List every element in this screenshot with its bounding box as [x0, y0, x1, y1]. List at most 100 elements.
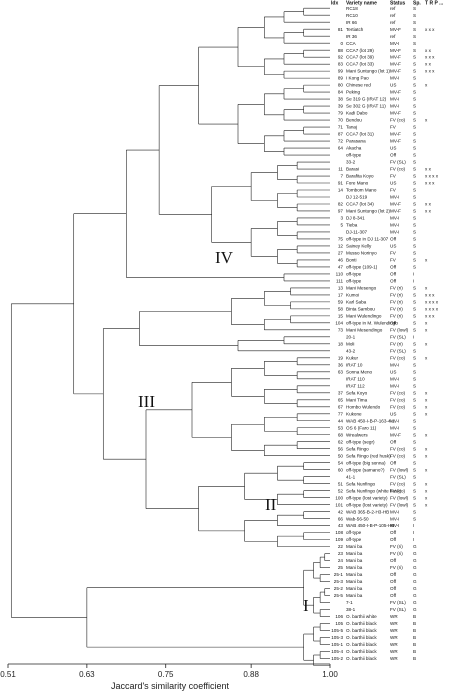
header-status: Status [390, 1, 406, 7]
row-species: S [413, 292, 416, 297]
table-row: 22 Mani ba FV (ri) G [338, 544, 417, 549]
row-species: G [413, 600, 417, 605]
row-status: US [390, 244, 396, 249]
row-status: FV (ri) [390, 306, 403, 311]
row-index: 38 [338, 97, 344, 102]
row-index: 5 [340, 223, 343, 228]
row-species: S [413, 502, 416, 507]
row-species: S [413, 299, 416, 304]
row-index: 11 [338, 167, 343, 172]
row-index: 25-1 [334, 572, 344, 577]
row-index: 25-3 [334, 579, 344, 584]
table-row: DJ-11-307 MV-I S [346, 230, 416, 235]
row-status: US [390, 181, 396, 186]
row-index: 105 [335, 621, 343, 626]
row-variety-name: O. barthii black [346, 649, 377, 654]
row-status: FV (co) [390, 488, 406, 493]
row-species: B [413, 642, 416, 647]
header-species: Sp. [413, 1, 421, 7]
table-row: 66 Wab-56-50 MV-I S [338, 516, 416, 521]
table-row: 105 O. barthii black WR B [335, 621, 416, 626]
table-row: 38 Se 319 G (IRAT 12) MV-I S [338, 97, 416, 102]
table-row: 105-4 O. barthii black WR B [331, 649, 416, 654]
row-index: 17 [338, 292, 344, 297]
row-marks: x x [425, 62, 432, 67]
row-variety-name: off-type (big sonna) [346, 460, 386, 465]
table-row: 110 off-type Off I [336, 272, 415, 277]
row-status: WR [390, 628, 398, 633]
row-variety-name: O. barthii black [346, 656, 377, 661]
row-status: ref [390, 20, 396, 25]
row-species: S [413, 132, 416, 137]
row-species: S [413, 488, 416, 493]
row-species: S [413, 118, 416, 123]
row-species: G [413, 565, 417, 570]
table-row: 14 Tombom Mano FV S [338, 188, 416, 193]
row-index: 110 [336, 272, 344, 277]
row-variety-name: off-type [346, 537, 362, 542]
table-row: 106 O. barthii white WR B [335, 614, 416, 619]
table-row: RC18 ref S [346, 6, 416, 11]
table-row: IRAT 110 MV-I S [346, 376, 416, 381]
row-index: 23 [338, 551, 344, 556]
row-species: S [413, 327, 416, 332]
row-species: S [413, 313, 416, 318]
row-variety-name: Bonti [346, 258, 356, 263]
row-species: G [413, 551, 417, 556]
row-status: MV-I [390, 523, 399, 528]
x-axis-ticks: 0.51 0.63 0.75 0.88 1.00 [0, 664, 338, 679]
row-variety-name: O. barthii black [346, 621, 377, 626]
row-status: FV (SL) [390, 334, 406, 339]
row-species: I [413, 272, 414, 277]
row-index: 54 [338, 460, 344, 465]
row-species: S [413, 153, 416, 158]
row-variety-name: Barasi [346, 167, 359, 172]
row-species: S [413, 13, 416, 18]
row-variety-name: O. barthii black [346, 628, 377, 633]
row-index: 25-2 [334, 586, 344, 591]
row-variety-name: off-type (lost variety) [346, 495, 388, 500]
row-index: 97 [338, 209, 344, 214]
row-variety-name: 20-1 [346, 334, 356, 339]
row-labels: RC18 ref S RC10 ref S IR 66 ref S 81 Tertiatch MV-F… [331, 6, 438, 661]
x-tick-label: 0.75 [158, 670, 174, 679]
row-species: S [413, 195, 416, 200]
row-species: S [413, 369, 416, 374]
table-row: DJ 12-519 MV-I S [346, 195, 416, 200]
row-species: S [413, 432, 416, 437]
row-status: FV (co) [390, 167, 406, 172]
row-index: 3 [340, 216, 343, 221]
row-index: 83 [338, 62, 344, 67]
row-variety-name: Kadi Dabo [346, 111, 368, 116]
row-species: S [413, 62, 416, 67]
row-index: 12 [338, 244, 344, 249]
table-row: 105-3 O. barthii black WR B [331, 635, 416, 640]
row-species: S [413, 237, 416, 242]
row-species: S [413, 6, 416, 11]
table-row: 41-1 FV (SL) S [346, 474, 416, 479]
row-variety-name: IR 66 [346, 20, 357, 25]
table-row: 84 Peking MV-F S [338, 90, 416, 95]
row-variety-name: Mani ba [346, 558, 363, 563]
row-variety-name: Tombom Mano [346, 188, 377, 193]
row-index: 105-5 [331, 628, 343, 633]
row-marks: x x x x [425, 299, 439, 304]
row-status: Off [390, 439, 397, 444]
row-status: Off [390, 586, 397, 591]
row-status: FV (co) [390, 397, 406, 402]
row-index: 25 [338, 565, 344, 570]
row-status: FV (lowl) [390, 495, 409, 500]
x-tick-label: 1.00 [322, 670, 338, 679]
row-species: S [413, 41, 416, 46]
row-variety-name: Kukur [346, 355, 358, 360]
row-status: Off [390, 153, 397, 158]
